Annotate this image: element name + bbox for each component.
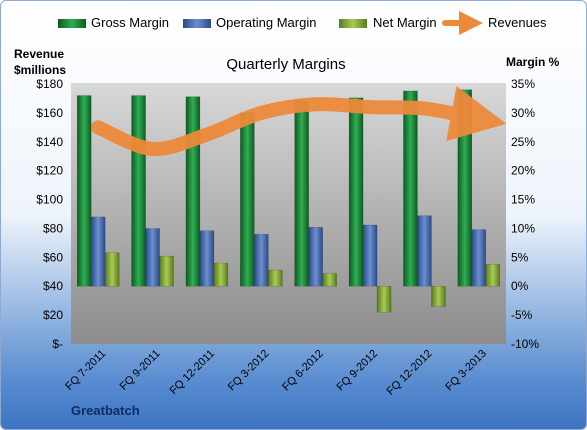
bar-gross-margin bbox=[294, 99, 309, 287]
x-axis-ticks: FQ 7-2011 FQ 9-2011 FQ 12-2011 FQ 3-2012 FQ … bbox=[63, 348, 489, 398]
company-label: Greatbatch bbox=[71, 403, 140, 418]
bar-net-margin bbox=[431, 285, 446, 307]
y-axis-right-label: Margin % bbox=[506, 55, 560, 69]
y-left-tick-label: $80 bbox=[43, 221, 63, 235]
bar-gross-margin bbox=[240, 112, 255, 287]
y-right-tick-label: 30% bbox=[511, 106, 535, 120]
x-tick-label: FQ 3-2012 bbox=[226, 348, 272, 394]
y-right-tick-label: 15% bbox=[511, 193, 535, 207]
x-tick-label: FQ 3-2013 bbox=[443, 348, 489, 394]
bar-operating-margin bbox=[199, 230, 215, 287]
y-left-tick-label: $140 bbox=[36, 135, 63, 149]
y-left-tick-label: $60 bbox=[43, 250, 63, 264]
bar-gross-margin bbox=[403, 90, 418, 287]
x-tick-label: FQ 12-2012 bbox=[385, 348, 435, 398]
bar-net-margin bbox=[485, 264, 501, 287]
y-right-tick-label: 20% bbox=[511, 164, 535, 178]
y-right-tick-label: 35% bbox=[511, 77, 535, 91]
y-left-tick-label: $120 bbox=[36, 164, 63, 178]
legend: Gross Margin Operating Margin Net Margin… bbox=[58, 11, 547, 35]
y-left-tick-label: $- bbox=[52, 337, 63, 351]
x-tick-label: FQ 7-2011 bbox=[63, 348, 108, 393]
legend-label-operating-margin: Operating Margin bbox=[216, 15, 316, 30]
x-tick-label: FQ 12-2011 bbox=[168, 348, 217, 397]
chart-title: Quarterly Margins bbox=[226, 56, 345, 73]
bar-operating-margin bbox=[362, 224, 378, 287]
legend-item-net-margin: Net Margin bbox=[339, 15, 437, 30]
y-right-tick-label: 5% bbox=[511, 250, 529, 264]
bar-net-margin bbox=[213, 262, 229, 287]
legend-label-revenues: Revenues bbox=[488, 15, 547, 30]
y-right-tick-label: 10% bbox=[511, 221, 535, 235]
revenue-line bbox=[91, 86, 507, 157]
bar-operating-margin bbox=[471, 229, 487, 287]
y-right-tick-label: 25% bbox=[511, 135, 535, 149]
y-left-tick-label: $20 bbox=[43, 308, 63, 322]
bar-gross-margin bbox=[185, 96, 201, 287]
legend-item-gross-margin: Gross Margin bbox=[58, 15, 169, 30]
bar-net-margin bbox=[104, 252, 120, 287]
x-tick-label: FQ 6-2012 bbox=[280, 348, 326, 394]
bar-net-margin bbox=[376, 285, 392, 313]
bar-gross-margin bbox=[131, 95, 146, 287]
legend-item-revenues: Revenues bbox=[442, 11, 547, 35]
x-tick-label: FQ 9-2011 bbox=[118, 348, 163, 393]
bar-gross-margin bbox=[76, 95, 92, 287]
legend-label-gross-margin: Gross Margin bbox=[91, 15, 169, 30]
bar-net-margin bbox=[159, 255, 174, 287]
bar-operating-margin bbox=[308, 227, 323, 287]
bar-operating-margin bbox=[254, 233, 269, 287]
y-left-tick-label: $40 bbox=[43, 279, 63, 293]
y-left-tick-label: $100 bbox=[36, 193, 63, 207]
y-right-tick-label: -5% bbox=[511, 308, 533, 322]
y-axis-right-ticks: -10% -5% 0% 5% 10% 15% 20% 25% 30% 35% bbox=[511, 77, 539, 351]
bar-operating-margin bbox=[90, 216, 106, 287]
y-axis-left-label: Revenue $millions bbox=[14, 47, 67, 77]
legend-label-net-margin: Net Margin bbox=[373, 15, 437, 30]
bar-net-margin bbox=[268, 269, 283, 287]
bar-operating-margin bbox=[145, 228, 160, 287]
x-tick-label: FQ 9-2012 bbox=[335, 348, 381, 394]
bar-net-margin bbox=[322, 273, 337, 287]
y-right-tick-label: 0% bbox=[511, 279, 529, 293]
y-left-tick-label: $180 bbox=[36, 77, 63, 91]
bar-operating-margin bbox=[417, 215, 432, 287]
revenues-series-line bbox=[91, 86, 507, 157]
y-right-tick-label: -10% bbox=[511, 337, 539, 351]
bar-gross-margin bbox=[348, 97, 364, 287]
legend-item-operating-margin: Operating Margin bbox=[183, 15, 316, 30]
y-left-tick-label: $160 bbox=[36, 106, 63, 120]
y-axis-left-ticks: $- $20 $40 $60 $80 $100 $120 $140 $160 $180 bbox=[36, 77, 63, 351]
